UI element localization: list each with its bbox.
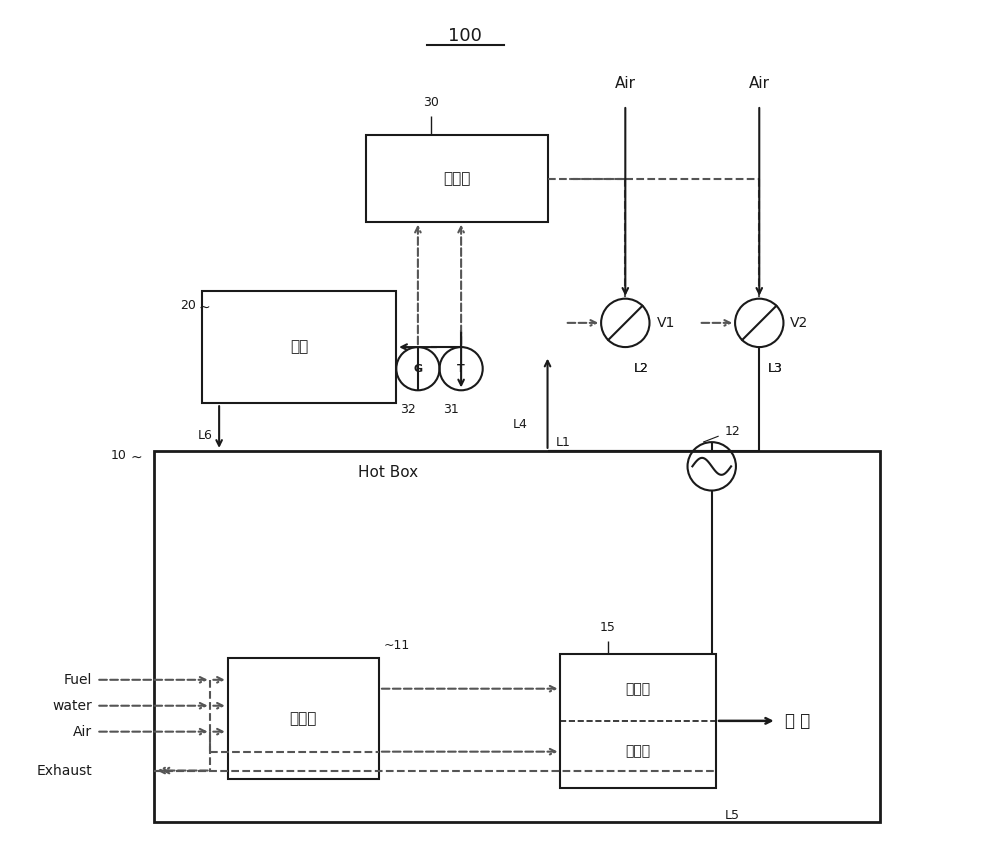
Text: T: T [457, 363, 465, 374]
Text: 32: 32 [400, 403, 415, 416]
Text: 12: 12 [725, 426, 740, 439]
Text: 31: 31 [443, 403, 459, 416]
Text: 30: 30 [423, 96, 439, 109]
Text: L2: L2 [634, 362, 649, 375]
Text: L3: L3 [768, 362, 783, 375]
Text: water: water [52, 699, 92, 713]
Text: V2: V2 [790, 316, 809, 329]
Text: 제어부: 제어부 [443, 171, 470, 186]
Text: L2: L2 [634, 362, 649, 375]
Text: Hot Box: Hot Box [358, 465, 418, 480]
Text: L1: L1 [556, 435, 571, 448]
Text: 20: 20 [180, 299, 196, 312]
Bar [202, 291, 396, 403]
Text: 전 력: 전 력 [785, 712, 810, 730]
Text: 15: 15 [600, 621, 616, 634]
Text: 100: 100 [448, 27, 482, 45]
Text: 10: 10 [111, 448, 127, 461]
Text: 캐소드: 캐소드 [626, 745, 651, 759]
Text: 개질기: 개질기 [290, 711, 317, 727]
Text: L5: L5 [725, 809, 740, 822]
Text: Air: Air [615, 76, 636, 91]
Text: Air: Air [749, 76, 770, 91]
Text: ~: ~ [131, 451, 143, 465]
Text: Fuel: Fuel [64, 673, 92, 687]
Text: 엔진: 엔진 [290, 340, 308, 355]
Text: ~: ~ [198, 300, 210, 315]
Text: Exhaust: Exhaust [36, 764, 92, 778]
Text: 애노드: 애노드 [626, 681, 651, 695]
Text: Air: Air [73, 725, 92, 739]
Bar [560, 654, 716, 788]
Bar [228, 658, 379, 779]
Text: V1: V1 [656, 316, 675, 329]
Text: L4: L4 [513, 418, 528, 431]
Text: L3: L3 [768, 362, 783, 375]
Bar [154, 451, 880, 823]
Text: L6: L6 [198, 428, 213, 441]
Text: ~11: ~11 [383, 639, 410, 652]
Text: G: G [413, 363, 422, 374]
Bar [366, 135, 548, 222]
